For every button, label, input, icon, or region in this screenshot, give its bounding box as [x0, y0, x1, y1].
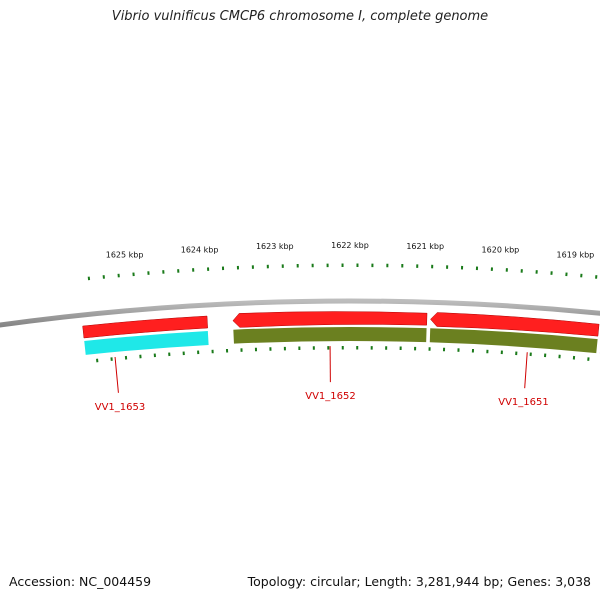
outer-tick-ring: [87, 263, 598, 281]
cds-track: [82, 311, 600, 339]
feature-leader-line: [114, 356, 119, 393]
scale-label: 1620 kbp: [482, 245, 520, 254]
product-bar: [233, 327, 427, 344]
kbp-scale-labels: 1625 kbp 1624 kbp 1623 kbp 1622 kbp 1621 kbp…: [106, 241, 595, 260]
inner-tick-ring: [96, 346, 590, 363]
cds-arrow: [82, 315, 208, 339]
product-bar: [84, 330, 209, 355]
cds-arrow: [232, 311, 428, 328]
scale-label: 1623 kbp: [256, 242, 294, 251]
feature-labels: VV1_1653 VV1_1652 VV1_1651: [95, 346, 549, 413]
map-title: Vibrio vulnificus CMCP6 chromosome I, co…: [111, 9, 489, 24]
feature-label: VV1_1652: [305, 391, 356, 402]
genome-summary: Topology: circular; Length: 3,281,944 bp…: [247, 574, 591, 589]
scale-label: 1625 kbp: [106, 251, 144, 260]
scale-label: 1619 kbp: [557, 251, 595, 260]
accession-label: Accession: NC_004459: [9, 574, 152, 589]
backbone-ring: [0, 298, 600, 328]
product-track: [84, 327, 600, 355]
feature-leader-line: [524, 352, 528, 389]
product-bar: [429, 328, 598, 354]
scale-label: 1622 kbp: [331, 241, 369, 250]
feature-label: VV1_1653: [95, 402, 146, 413]
scale-label: 1624 kbp: [181, 245, 219, 254]
cds-arrow: [430, 312, 600, 337]
feature-label: VV1_1651: [498, 397, 549, 408]
scale-label: 1621 kbp: [406, 242, 444, 251]
